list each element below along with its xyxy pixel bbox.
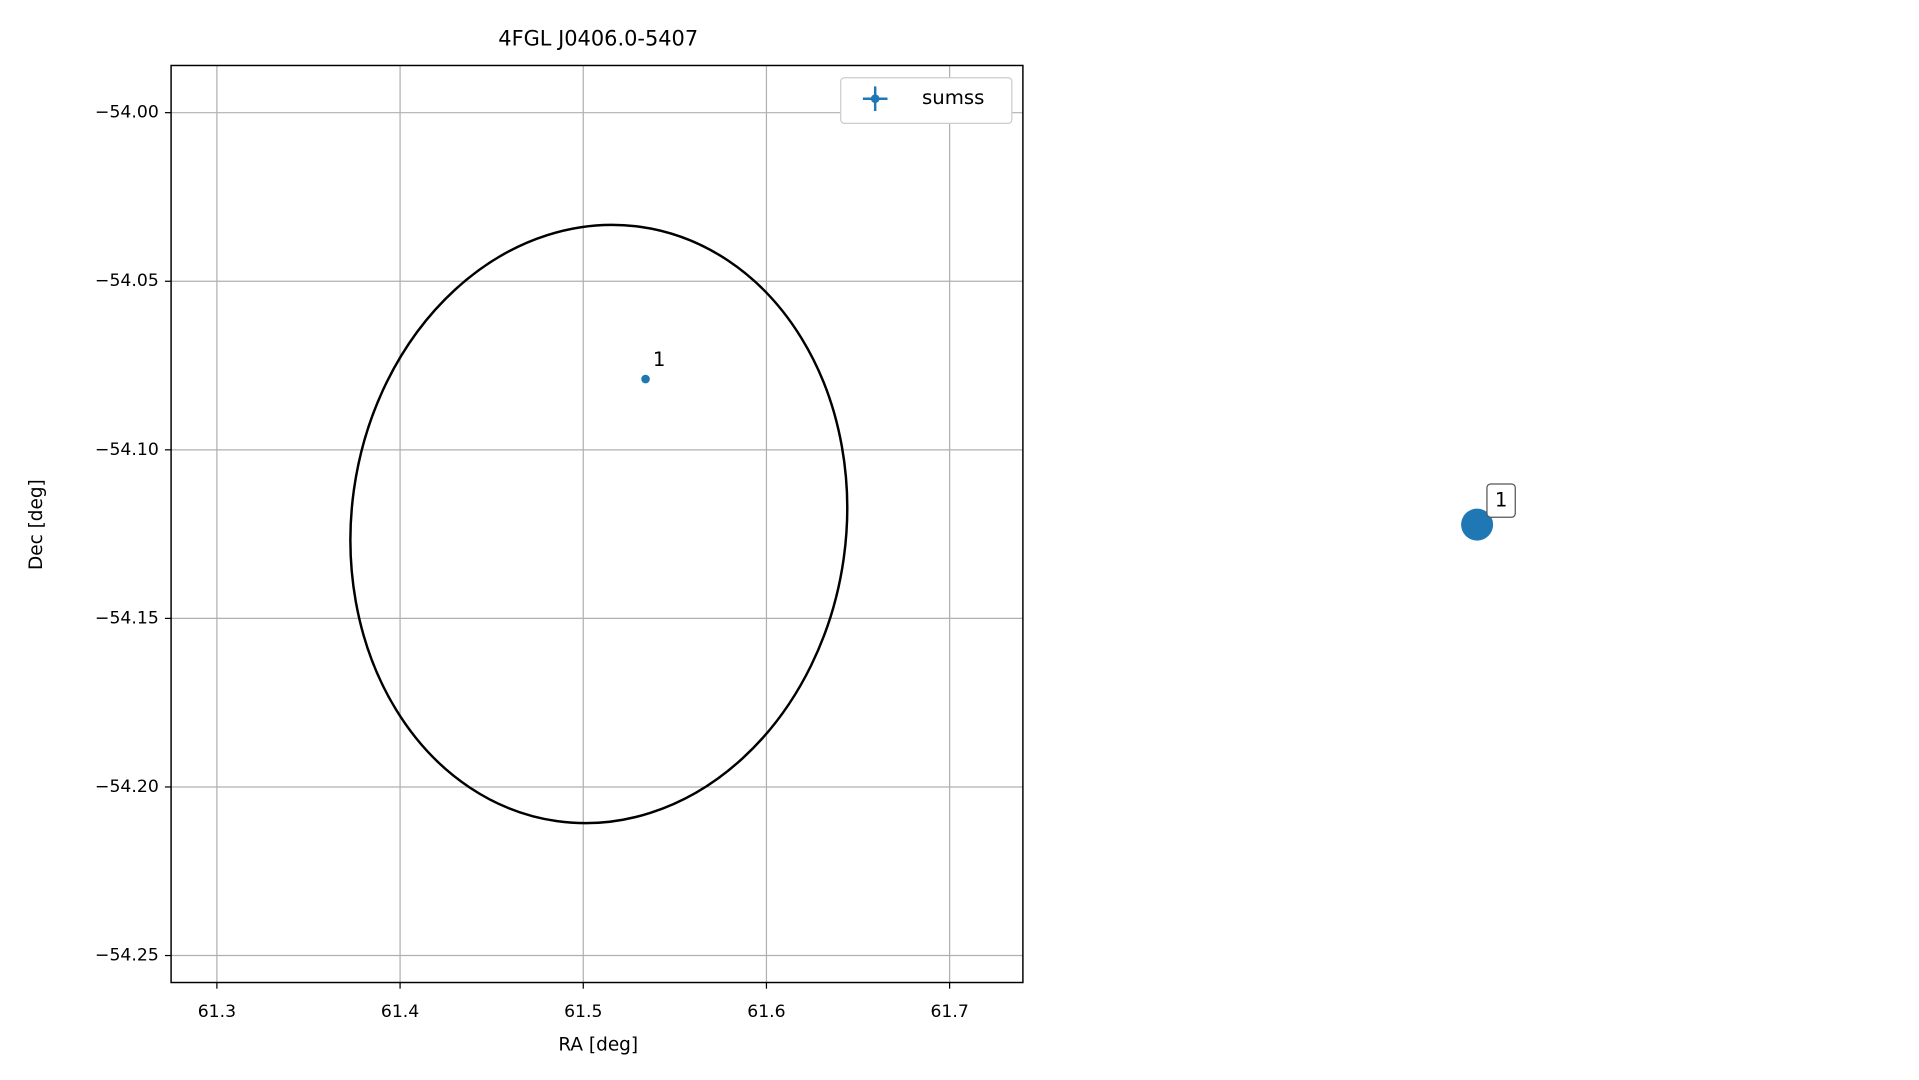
x-axis-label: RA [deg] <box>558 1034 638 1055</box>
data-point <box>641 374 650 384</box>
legend-box <box>840 77 1013 124</box>
y-axis-label: Dec [deg] <box>26 479 47 570</box>
error-ellipse <box>349 223 849 825</box>
y-tick-label: −54.05 <box>95 271 159 291</box>
y-tick-label: −54.20 <box>95 777 159 797</box>
y-tick-label: −54.25 <box>95 946 159 966</box>
marker-label: 1 <box>1495 489 1508 512</box>
y-tick-label: −54.00 <box>95 103 159 123</box>
x-tick-label: 61.4 <box>381 1002 419 1022</box>
x-tick-label: 61.7 <box>930 1002 968 1022</box>
plot-frame <box>170 64 1024 984</box>
point-label: 1 <box>653 348 666 371</box>
y-tick-label: −54.15 <box>95 608 159 628</box>
legend-marker <box>870 94 880 104</box>
y-tick-label: −54.10 <box>95 440 159 460</box>
x-tick-label: 61.5 <box>564 1002 602 1022</box>
chart-title: 4FGL J0406.0-5407 <box>498 27 698 51</box>
legend-label: sumss <box>922 86 984 109</box>
x-tick-label: 61.6 <box>747 1002 785 1022</box>
x-tick-label: 61.3 <box>198 1002 236 1022</box>
marker-dot <box>1461 508 1494 541</box>
marker-label-box <box>1486 483 1516 518</box>
